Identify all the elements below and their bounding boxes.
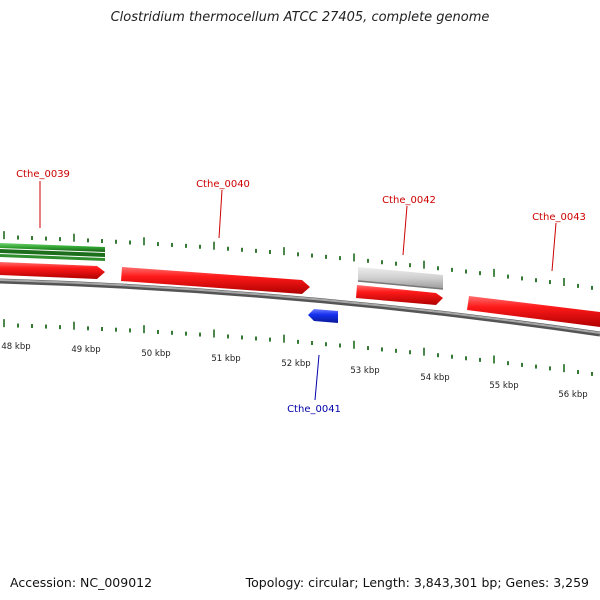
cds-arrow-cthe-0039[interactable] bbox=[0, 262, 105, 279]
kbp-scale-labels: 48 kbp 49 kbp 50 kbp 51 kbp 52 kbp 53 kb… bbox=[1, 342, 587, 400]
topology-summary: Topology: circular; Length: 3,843,301 bp… bbox=[245, 575, 589, 590]
cds-arrow-cthe-0041[interactable] bbox=[308, 309, 338, 323]
gene-label-cthe-0039[interactable]: Cthe_0039 bbox=[16, 169, 70, 180]
label-leaders bbox=[39, 181, 557, 401]
cds-arrow-cthe-0040[interactable] bbox=[121, 267, 310, 294]
kbp-label: 53 kbp bbox=[350, 366, 379, 376]
kbp-label: 51 kbp bbox=[211, 354, 240, 364]
sequence-backbone bbox=[0, 278, 600, 337]
kbp-label: 49 kbp bbox=[71, 345, 100, 355]
kbp-label: 56 kbp bbox=[558, 390, 587, 400]
cds-arrow-cthe-0042[interactable] bbox=[356, 285, 443, 305]
kbp-label: 48 kbp bbox=[1, 342, 30, 352]
pseudogene-cthe-0042[interactable] bbox=[357, 267, 444, 290]
inner-tick-row bbox=[3, 319, 593, 376]
gene-label-cthe-0042[interactable]: Cthe_0042 bbox=[382, 195, 436, 206]
outer-tick-row bbox=[3, 231, 593, 290]
gene-label-cthe-0040[interactable]: Cthe_0040 bbox=[196, 179, 250, 190]
gene-labels: Cthe_0039 Cthe_0040 Cthe_0041 Cthe_0042 … bbox=[16, 169, 586, 415]
kbp-label: 55 kbp bbox=[489, 381, 518, 391]
kbp-label: 54 kbp bbox=[420, 373, 449, 383]
kbp-label: 52 kbp bbox=[281, 359, 310, 369]
gene-label-cthe-0041[interactable]: Cthe_0041 bbox=[287, 404, 341, 415]
rna-feature-bars bbox=[0, 243, 105, 261]
cds-arrow-cthe-0043[interactable] bbox=[467, 296, 600, 327]
gene-label-cthe-0043[interactable]: Cthe_0043 bbox=[532, 212, 586, 223]
map-title: Clostridium thermocellum ATCC 27405, com… bbox=[110, 10, 490, 25]
kbp-label: 50 kbp bbox=[141, 349, 170, 359]
accession-text: Accession: NC_009012 bbox=[10, 575, 153, 590]
